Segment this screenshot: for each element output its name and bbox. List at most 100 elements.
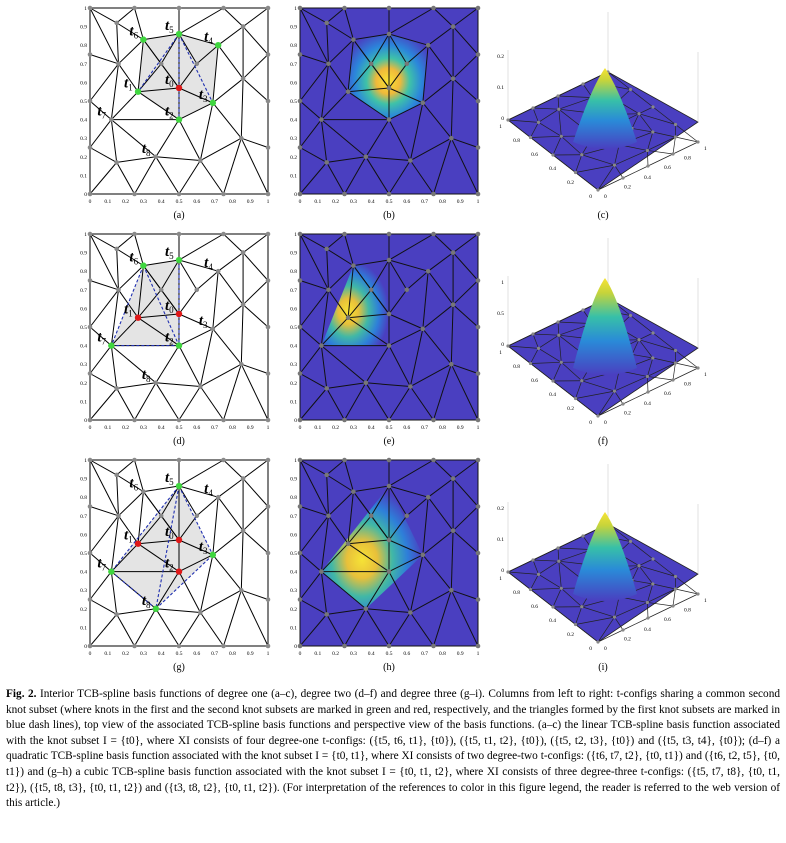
mesh-edge [299,506,329,517]
mesh-edge [561,362,583,382]
mesh-vertex [297,52,303,57]
x-tick-label: 0.2 [332,425,339,431]
mesh-edge [155,608,180,647]
mesh-edge [320,345,328,389]
mesh-edge [452,459,479,480]
x-tick-label: 0.8 [439,425,446,431]
x-tick-label: 0.3 [140,651,147,657]
mesh-vertex [475,231,481,237]
mesh-edge [347,543,390,573]
mesh-edge [328,515,349,544]
mesh-edge [89,289,119,328]
left-axis-tick-label: 0.8 [513,364,520,370]
basis-peak [573,68,637,150]
mesh-vertex [141,489,146,494]
y-tick-label: 0.6 [80,532,87,538]
mesh-edge [388,612,411,647]
mesh-edge [530,363,554,382]
mesh-edge [622,165,649,179]
mesh-edge [347,491,354,544]
mesh-edge [137,317,180,347]
mesh-edge [344,233,354,266]
mesh-edge [242,280,269,306]
mesh-edge [199,102,214,161]
mesh-edge [631,339,640,355]
x-tick-label: 0.8 [229,425,236,431]
mesh-vertex [671,378,675,382]
mesh-edge [388,539,424,556]
mesh-edge [299,7,329,65]
mesh-edge [507,107,534,121]
mesh-vertex [596,188,600,192]
mesh-edge [137,91,180,121]
mesh-vertex [239,587,244,593]
mesh-edge [647,136,676,151]
mesh-edge [638,565,654,585]
mesh-vertex [297,643,303,649]
mesh-vertex [176,231,182,237]
mesh-edge [212,78,244,104]
caption-text: Interior TCB-spline basis functions of d… [6,688,781,810]
mesh-edge [89,326,112,346]
mesh-edge [326,7,345,24]
mesh-vertex [87,643,93,649]
mesh-vertex [240,302,246,307]
x-tick-label: 0.4 [368,199,375,205]
knot-label: t4 [204,481,213,498]
mesh-edge [242,7,269,28]
y-tick-label: 0.7 [290,62,297,68]
y-tick-label: 0.9 [290,25,297,31]
mesh-edge [597,177,624,191]
mesh-vertex [240,76,246,81]
knot-label: t3 [199,87,208,104]
mesh-edge [575,398,599,417]
y-tick-label: 0.8 [290,43,297,49]
mesh-edge [178,571,201,613]
right-axis-tick-label: 0.2 [624,636,631,642]
mesh-edge [530,574,539,590]
left-axis-tick-label: 0.6 [531,378,538,384]
right-axis-tick-label: 0 [604,646,607,652]
mesh-edge [388,289,408,315]
mesh-edge [118,265,144,291]
knot-label: t6 [129,250,138,267]
mesh-vertex [116,287,121,293]
mesh-vertex [132,231,137,237]
mesh-edge [178,515,198,541]
x-tick-label: 0.2 [332,199,339,205]
mesh-edge [530,587,562,590]
knot-label: t7 [97,104,106,121]
mesh-vertex [386,457,392,463]
mesh-vertex [297,191,303,197]
mesh-edge [614,144,620,166]
mesh-edge [118,63,139,92]
x-tick-label: 1 [267,651,270,657]
mesh-edge [199,160,224,195]
mesh-edge [178,313,214,330]
y-tick-label: 0.6 [290,306,297,312]
mesh-edge [388,485,408,517]
mesh-vertex [475,52,481,57]
mesh-edge [638,565,676,577]
right-axis-tick-label: 0.2 [624,410,631,416]
mesh-vertex [528,587,533,592]
mesh-edge [638,339,676,351]
mesh-edge [321,345,367,384]
left-axis-tick-label: 0 [589,646,592,652]
x-tick-label: 0.9 [457,651,464,657]
right-axis-tick-label: 1 [704,598,707,604]
mesh-edge [223,459,244,479]
mesh-vertex [345,541,351,546]
mesh-vertex [265,417,271,423]
y-tick-label: 1 [294,232,297,238]
knot-label: t8 [142,367,151,384]
mesh-edge [409,612,434,647]
x-tick-label: 0.4 [368,425,375,431]
mesh-edge [344,7,354,40]
mesh-edge [178,328,214,347]
mesh-vertex [673,574,678,579]
mesh-edge [118,491,144,517]
x-tick-label: 0.1 [104,199,111,205]
dash-edge [110,265,144,346]
mesh-vertex [596,414,600,418]
